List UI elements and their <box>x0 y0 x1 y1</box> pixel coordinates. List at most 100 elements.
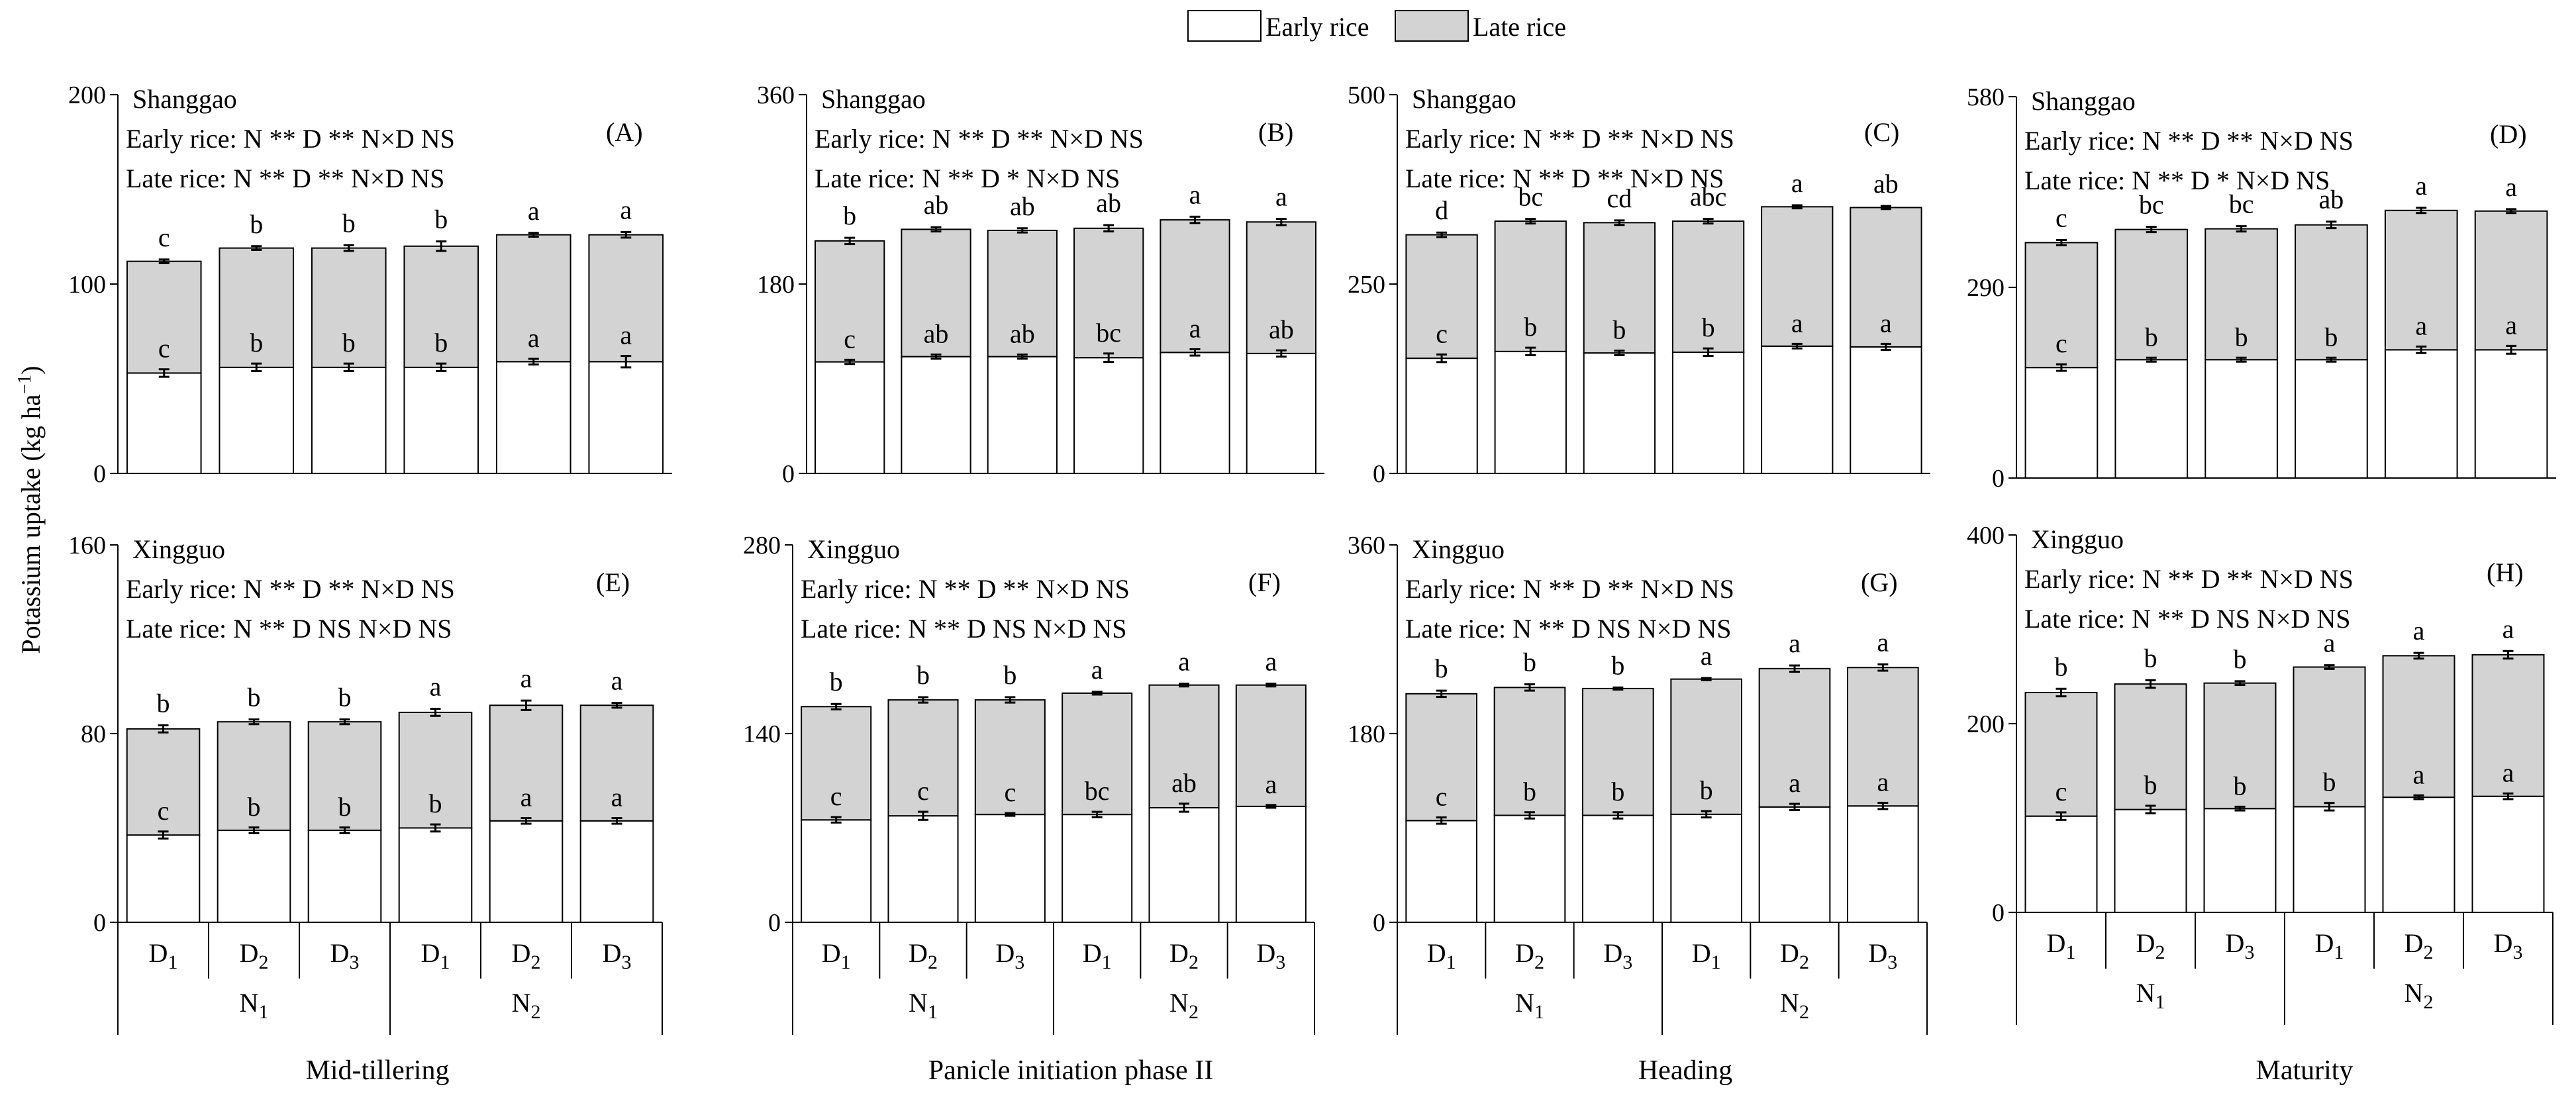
y-tick-label: 0 <box>1373 460 1385 488</box>
error-bar-late <box>1880 205 1891 211</box>
error-bar-late <box>2234 680 2246 687</box>
sig-letter-early: bc <box>1096 318 1121 348</box>
error-bar-late <box>248 718 260 726</box>
site-label: Shanggao <box>2031 86 2136 116</box>
error-bar-early <box>2502 792 2514 800</box>
error-bar-early <box>1103 352 1115 363</box>
error-bar-early <box>2056 363 2067 372</box>
x-axis-groups: D1 D2 D3 D1 D2 D3 N1 N2 <box>792 922 1315 1035</box>
y-tick-label: 200 <box>68 81 106 109</box>
y-tick-label: 200 <box>1967 710 2005 738</box>
sig-letter-early: c <box>1004 777 1016 807</box>
bar-early-rice <box>1494 350 1567 474</box>
error-bar-late <box>1179 683 1189 688</box>
error-bar-early <box>918 810 928 821</box>
sig-letter-early: b <box>1524 312 1537 342</box>
error-bar-late <box>2502 650 2514 660</box>
error-bar-early <box>1612 811 1624 820</box>
panel-label: (B) <box>1258 117 1293 147</box>
bar-early-rice <box>815 361 885 474</box>
sig-letter-late: b <box>434 205 448 234</box>
stats-late: Late rice: N ** D NS N×D NS <box>801 614 1126 644</box>
bar-early-rice <box>1405 358 1478 474</box>
sig-letter-late: bc <box>2139 190 2164 220</box>
y-tick-label: 0 <box>768 909 781 937</box>
error-bar-early <box>248 826 260 834</box>
bar-early-rice <box>126 834 201 923</box>
bar-early-rice <box>495 361 571 475</box>
error-bar-early <box>2145 804 2156 814</box>
sig-letter-early: b <box>342 328 356 358</box>
x-group-label-n2: N2 <box>2404 978 2434 1013</box>
bar-early-rice <box>588 361 664 475</box>
x-group-label-n2: N2 <box>1169 988 1199 1023</box>
error-bar-early <box>2506 344 2517 355</box>
x-tick-label-d: D3 <box>1603 938 1632 973</box>
site-label: Xingguo <box>807 534 900 564</box>
error-bar-early <box>2416 345 2427 354</box>
error-bar-late <box>528 232 539 238</box>
y-tick-label: 290 <box>1967 274 2005 302</box>
sig-letter-early: ab <box>1269 314 1294 344</box>
sig-letter-late: a <box>620 195 632 224</box>
bar-early-rice <box>974 814 1046 923</box>
x-tick-label-d: D1 <box>1427 938 1456 973</box>
stats-early: Early rice: N ** D ** N×D NS <box>1405 124 1734 154</box>
bar-late-rice <box>801 706 872 821</box>
y-tick-label: 360 <box>1348 532 1385 559</box>
error-bar-early <box>2326 356 2337 363</box>
panel-label: (E) <box>596 567 630 597</box>
y-tick-label: 100 <box>68 271 106 299</box>
x-group-label-n1: N1 <box>2136 978 2165 1013</box>
sig-letter-late: d <box>1435 195 1448 225</box>
y-tick-label: 400 <box>1967 522 2005 550</box>
sig-letter-late: a <box>2505 172 2517 202</box>
sig-letter-late: a <box>528 196 540 226</box>
error-bar-late <box>2145 679 2156 689</box>
chart-panel-b: 0 180 360 c b ab ab ab ab bc ab a a ab a Shanggao Early … <box>757 81 1324 488</box>
sig-letter-late: a <box>1265 647 1277 677</box>
stats-late: Late rice: N ** D * N×D NS <box>815 164 1120 193</box>
sig-letter-early: c <box>844 324 856 354</box>
y-tick-label: 0 <box>1992 899 2005 927</box>
error-bar-late <box>1189 215 1201 224</box>
error-bar-late <box>343 244 354 252</box>
y-tick-label: 0 <box>1373 909 1385 937</box>
error-bar-early <box>1703 347 1714 358</box>
sig-letter-early: b <box>1702 313 1715 342</box>
sig-letter-early: a <box>1189 314 1201 344</box>
sig-letter-late: a <box>1275 181 1287 211</box>
y-tick-label: 250 <box>1348 271 1385 299</box>
sig-letter-early: c <box>917 776 929 806</box>
bar-late-rice <box>1494 220 1567 352</box>
y-tick-label: 0 <box>93 460 106 488</box>
sig-letter-late: b <box>2144 643 2157 673</box>
error-bar-early <box>1436 353 1448 363</box>
error-bar-late <box>2413 651 2424 660</box>
bar-late-rice <box>126 260 202 374</box>
error-bar-late <box>611 702 622 709</box>
bar-early-rice <box>2384 349 2458 479</box>
bar-late-rice <box>1246 221 1316 354</box>
stats-late: Late rice: N ** D * N×D NS <box>2024 166 2330 195</box>
bar-late-rice <box>2293 666 2366 808</box>
legend-swatch-early <box>1187 10 1262 42</box>
x-tick-label-d: D1 <box>2315 928 2344 963</box>
sig-letter-late: b <box>338 683 352 712</box>
sig-letter-early: c <box>2056 328 2067 358</box>
stage-label-heading: Heading <box>1638 1055 1732 1086</box>
stage-labels: Mid-tillering Panicle initiation phase I… <box>306 1055 2353 1086</box>
sig-letter-early: a <box>2502 757 2514 787</box>
sig-letter-late: a <box>2502 614 2514 644</box>
bar-late-rice <box>1073 227 1144 359</box>
bar-late-rice <box>1670 678 1742 815</box>
y-tick-label: 500 <box>1348 81 1385 109</box>
y-tick-label: 0 <box>93 909 106 937</box>
error-bar-late <box>2056 238 2067 246</box>
bar-early-rice <box>901 356 971 475</box>
chart-panel-a: 0 100 200 c c b b b b b b a a a a Shanggao Early rice: N… <box>68 81 672 488</box>
error-bar-early <box>430 823 441 833</box>
bar-late-rice <box>1582 687 1654 816</box>
sig-letter-early: b <box>2323 767 2336 797</box>
sig-letter-early: b <box>1611 777 1624 806</box>
